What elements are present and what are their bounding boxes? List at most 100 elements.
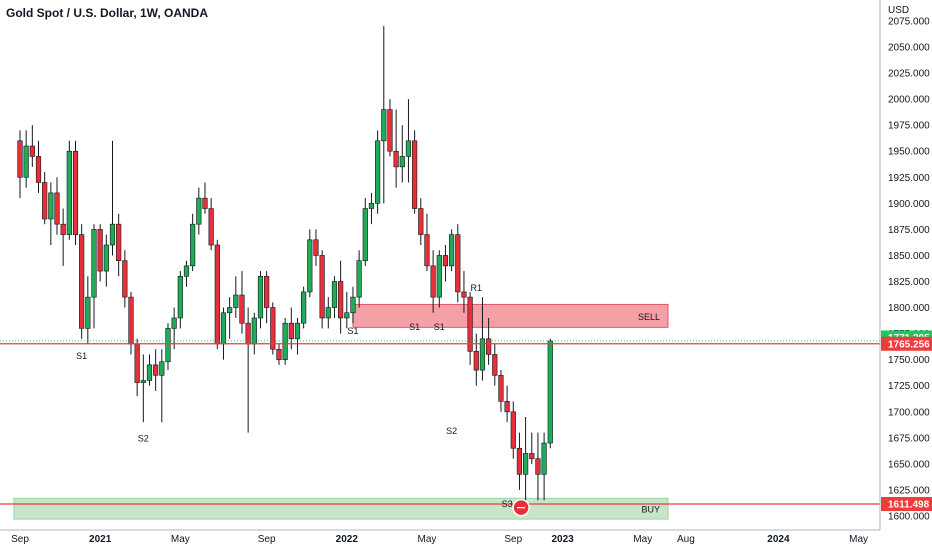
candle-body: [264, 275, 270, 308]
candle-body: [97, 229, 103, 272]
candle-body: [338, 281, 344, 319]
candle-body: [91, 229, 97, 298]
candle: [362, 198, 368, 266]
candle: [66, 140, 72, 240]
candle-body: [72, 150, 79, 235]
candle: [313, 229, 319, 266]
candle: [116, 213, 122, 277]
candle: [183, 260, 190, 287]
candle-body: [344, 312, 350, 319]
candle-body: [177, 275, 183, 319]
candle-body: [356, 260, 362, 298]
y-tick-label: 1800.000: [888, 303, 930, 314]
candle-body: [547, 340, 553, 444]
candle-body: [270, 307, 276, 350]
candle: [529, 432, 535, 464]
candle: [381, 26, 387, 204]
candle: [356, 250, 362, 308]
candle-body: [239, 294, 245, 324]
candle-body: [430, 265, 436, 298]
candle-body: [486, 338, 492, 355]
candle-body: [276, 348, 282, 360]
candle: [479, 297, 486, 381]
y-tick-label: 1925.000: [888, 173, 930, 184]
x-tick-label: Aug: [677, 534, 695, 545]
x-tick-label: Sep: [258, 534, 276, 545]
x-tick-label: Sep: [504, 534, 522, 545]
x-tick-label: 2022: [336, 534, 359, 545]
candle-body: [220, 312, 227, 345]
candle: [208, 198, 214, 251]
candle: [331, 276, 338, 318]
candle-body: [455, 234, 461, 293]
candle: [393, 109, 399, 188]
candle-body: [79, 234, 85, 329]
price-axis-panel: [880, 0, 932, 550]
y-tick-label: 2000.000: [888, 95, 930, 106]
candle-body: [134, 343, 140, 383]
candle-body: [387, 109, 393, 152]
candle-body: [504, 401, 510, 413]
candle-body: [350, 296, 356, 314]
candle: [467, 291, 473, 365]
candle: [541, 432, 547, 501]
candles-layer: [17, 26, 553, 501]
candle-body: [17, 140, 23, 178]
candle: [319, 250, 325, 329]
candle-body: [165, 328, 171, 363]
x-tick-label: 2021: [89, 534, 112, 545]
candle: [85, 276, 91, 345]
candle-body: [535, 458, 541, 475]
candle-body: [399, 156, 405, 168]
annotation-r1: R1: [471, 283, 483, 293]
y-tick-label: 2025.000: [888, 69, 930, 80]
x-tick-label: 2023: [551, 534, 574, 545]
candle-body: [510, 411, 516, 449]
candle-body: [29, 145, 35, 157]
candle: [29, 125, 35, 167]
candle: [140, 354, 146, 423]
candle-body: [449, 234, 455, 267]
x-tick-label: May: [849, 534, 868, 545]
x-tick-label: 2024: [767, 534, 790, 545]
candle: [245, 307, 251, 433]
annotation-s1: S1: [409, 322, 420, 332]
y-tick-label: 1725.000: [888, 381, 930, 392]
candle-body: [313, 239, 319, 256]
candle-body: [214, 244, 220, 345]
y-tick-label: 1700.000: [888, 407, 930, 418]
annotation-s1: S1: [76, 351, 87, 361]
candle-body: [479, 338, 486, 371]
candle: [171, 307, 177, 350]
candle-body: [331, 281, 338, 308]
lines-layer: [0, 340, 880, 517]
candle-body: [103, 244, 109, 272]
annotation-s2: S2: [446, 426, 457, 436]
y-tick-label: 1875.000: [888, 225, 930, 236]
candle-body: [362, 208, 368, 261]
buy-zone-label: BUY: [641, 505, 660, 515]
candle: [430, 250, 436, 313]
candle-body: [146, 364, 153, 381]
candle: [325, 297, 331, 329]
candle: [375, 130, 381, 214]
price-label-text: 1611.498: [888, 500, 930, 511]
y-tick-label: 1950.000: [888, 147, 930, 158]
candle: [251, 312, 257, 355]
candle-body: [307, 239, 313, 293]
candle-body: [227, 307, 233, 314]
candle-body: [60, 223, 66, 235]
candle-body: [233, 294, 239, 308]
candle: [412, 130, 418, 214]
y-tick-label: 2050.000: [888, 43, 930, 54]
candle: [190, 213, 196, 272]
candle: [103, 234, 109, 287]
candle: [257, 271, 264, 329]
candle: [405, 99, 412, 183]
candle-body: [498, 374, 504, 402]
zones-layer: SELL BUY: [13, 303, 669, 520]
y-tick-label: 1975.000: [888, 121, 930, 132]
candle-body: [257, 275, 264, 319]
price-label-box: [881, 336, 932, 351]
